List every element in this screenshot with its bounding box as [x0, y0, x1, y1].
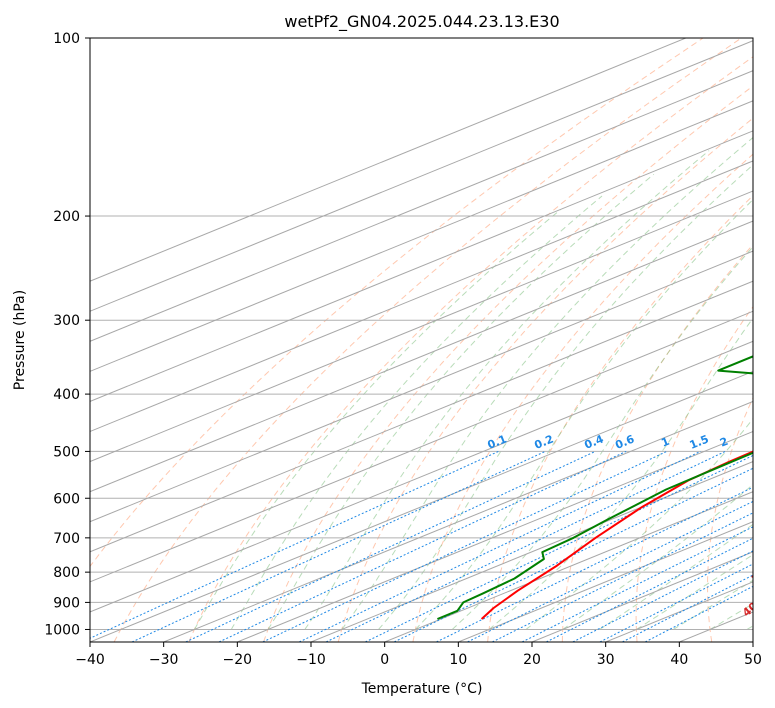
mixing-ratio-line [365, 454, 753, 642]
y-tick-label: 300 [53, 313, 80, 329]
mixing-ratio-line [298, 450, 701, 642]
mixing-ratio-line [185, 450, 596, 642]
mixing-ratio-line [262, 450, 667, 642]
dry-adiabat-line [487, 194, 753, 642]
isotherm-line [163, 400, 753, 642]
x-axis-ticks: −40 −30 −20 −10 0 10 20 30 40 50 [75, 642, 762, 668]
dry-adiabat-line [263, 85, 753, 642]
profile-series [437, 355, 753, 620]
dry-adiabat-line [90, 38, 704, 568]
moist-adiabat-line [230, 195, 603, 630]
isotherm-line [90, 70, 753, 342]
mixing-ratio-line [521, 526, 753, 642]
isotherm-line [310, 461, 753, 642]
isotherm-line [458, 521, 753, 642]
mixing-ratio-line [572, 550, 753, 642]
dry-adiabat-line [561, 243, 753, 642]
x-axis-label: Temperature (°C) [361, 681, 483, 697]
chart-title: wetPf2_GN04.2025.044.23.13.E30 [284, 12, 559, 32]
y-axis-label: Pressure (hPa) [12, 290, 28, 390]
x-tick-label: −10 [296, 652, 326, 668]
x-tick-label: −20 [223, 652, 253, 668]
moist-adiabat-line [525, 417, 753, 630]
y-tick-label: 1000 [44, 622, 80, 638]
isotherm-line [90, 190, 753, 463]
mixing-ratio-label: 2 [718, 435, 730, 450]
plot-frame [89, 37, 754, 643]
x-tick-label: 20 [523, 652, 541, 668]
mixing-ratio-line [131, 450, 546, 642]
isotherm-line [90, 160, 753, 433]
x-tick-label: 0 [380, 652, 389, 668]
moist-adiabat-line [341, 136, 753, 630]
isotherm-gridlines [90, 38, 753, 642]
moist-adiabat-line [267, 173, 655, 630]
moist-adiabat-line [451, 246, 753, 630]
mixing-ratio-line [90, 450, 499, 639]
moist-adiabat-line [415, 198, 753, 630]
mixing-ratio-line [436, 486, 753, 642]
isotherm-line [237, 430, 753, 642]
y-tick-label: 500 [53, 444, 80, 460]
y-tick-label: 700 [53, 531, 80, 547]
x-tick-label: 10 [449, 652, 467, 668]
moist-adiabat-line [599, 523, 753, 630]
mixing-ratio-lines [90, 450, 753, 642]
x-tick-label: −30 [149, 652, 179, 668]
y-tick-label: 400 [53, 387, 80, 403]
isotherm-label: 30 [749, 566, 769, 586]
isotherm-line [90, 340, 753, 613]
isotherm-line [90, 280, 753, 553]
dry-adiabat-line [188, 56, 753, 642]
x-tick-label: −40 [75, 652, 105, 668]
dry-adiabat-line [635, 305, 753, 642]
isotherm-line [90, 310, 753, 583]
moist-adiabat-line [488, 317, 753, 630]
moist-adiabat-line [562, 483, 753, 630]
mixing-ratio-line [546, 537, 753, 642]
mixing-ratio-line [467, 500, 753, 642]
isotherm-line [90, 40, 753, 312]
y-tick-label: 600 [53, 491, 80, 507]
isotherm-line [90, 370, 753, 642]
y-axis-ticks: 100 200 300 400 500 600 700 800 900 1000 [44, 31, 90, 638]
isotherm-line [90, 38, 686, 282]
isotherm-line [90, 250, 753, 523]
y-tick-label: 100 [53, 31, 80, 47]
mixing-ratio-line [492, 512, 753, 642]
dewpoint-profile-line [437, 355, 753, 620]
mixing-ratio-line [393, 467, 753, 642]
isotherm-line [90, 220, 753, 493]
isobar-gridlines [90, 38, 753, 630]
mixing-ratio-line [325, 450, 726, 642]
x-tick-label: 40 [670, 652, 688, 668]
moist-adiabat-line [193, 209, 561, 630]
moist-adiabat-line [378, 164, 753, 630]
temperature-profile-line [480, 450, 753, 620]
isotherm-line [90, 100, 753, 372]
x-tick-label: 30 [597, 652, 615, 668]
mixing-ratio-label: 1 [659, 435, 671, 450]
x-tick-label: 50 [744, 652, 762, 668]
isotherm-line [90, 130, 753, 403]
y-tick-label: 900 [53, 595, 80, 611]
plot-area: -100-90-80-70-60-50-40-30-20-10010203040… [90, 38, 769, 642]
isotherm-line [384, 491, 753, 642]
y-tick-label: 800 [53, 565, 80, 581]
moist-adiabats [193, 136, 753, 630]
y-tick-label: 200 [53, 209, 80, 225]
